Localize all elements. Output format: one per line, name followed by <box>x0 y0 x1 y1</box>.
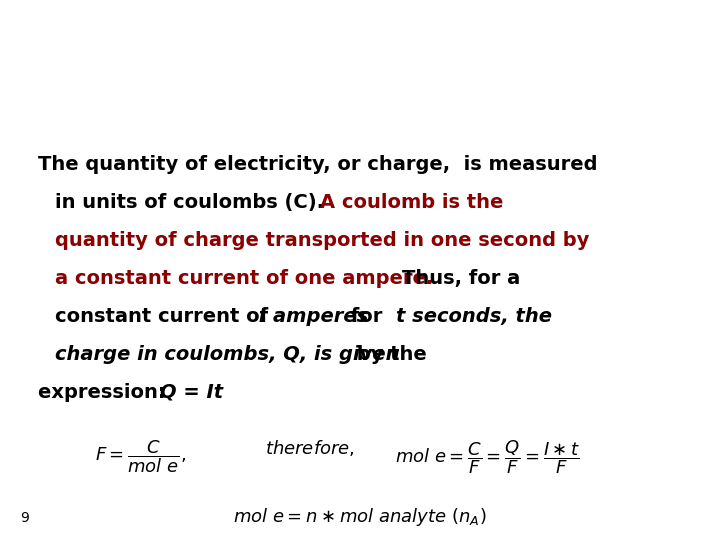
Text: $mol\ e = n \ast mol\ analyte\ (n_A)$: $mol\ e = n \ast mol\ analyte\ (n_A)$ <box>233 506 487 528</box>
Text: Thus, for a: Thus, for a <box>402 269 520 288</box>
Text: $mol\ e = \dfrac{C}{F} = \dfrac{Q}{F} = \dfrac{I \ast t}{F}$: $mol\ e = \dfrac{C}{F} = \dfrac{Q}{F} = … <box>395 438 580 476</box>
Text: a constant current of one ampere.: a constant current of one ampere. <box>55 269 440 288</box>
Text: The quantity of electricity, or charge,  is measured: The quantity of electricity, or charge, … <box>38 155 598 174</box>
Text: for: for <box>344 307 390 326</box>
Text: $F = \dfrac{C}{mol\ e},$: $F = \dfrac{C}{mol\ e},$ <box>95 438 186 475</box>
Text: 9: 9 <box>20 511 29 525</box>
Text: expression:: expression: <box>38 383 172 402</box>
Text: t seconds, the: t seconds, the <box>395 307 552 326</box>
Text: in units of coulombs (C).: in units of coulombs (C). <box>55 193 330 212</box>
Text: constant current of: constant current of <box>55 307 275 326</box>
Text: charge in coulombs, Q, is given: charge in coulombs, Q, is given <box>55 345 400 364</box>
Text: by the: by the <box>349 345 426 364</box>
Text: $therefore,$: $therefore,$ <box>265 438 355 458</box>
Text: I amperes: I amperes <box>259 307 368 326</box>
Text: A coulomb is the: A coulomb is the <box>320 193 503 212</box>
Text: Q = It: Q = It <box>161 383 223 402</box>
Text: quantity of charge transported in one second by: quantity of charge transported in one se… <box>55 231 590 250</box>
